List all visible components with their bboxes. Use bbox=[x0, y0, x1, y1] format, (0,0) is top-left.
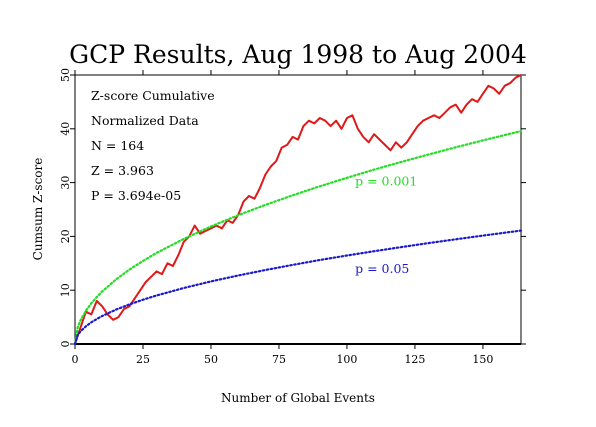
annotation-p-005: p = 0.05 bbox=[355, 261, 409, 276]
y-tick-label: 10 bbox=[59, 283, 72, 297]
x-tick-label: 50 bbox=[204, 353, 218, 366]
y-tick-label: 30 bbox=[59, 176, 72, 190]
x-tick-label: 75 bbox=[272, 353, 286, 366]
stat-line: Z-score Cumulative bbox=[91, 88, 215, 103]
x-tick-label: 0 bbox=[72, 353, 79, 366]
stats-block: Z-score Cumulative Normalized Data N = 164… bbox=[91, 88, 215, 203]
x-tick-label: 100 bbox=[336, 353, 357, 366]
stat-line: Z = 3.963 bbox=[91, 163, 154, 178]
y-tick-label: 40 bbox=[59, 122, 72, 136]
y-tick-label: 0 bbox=[59, 341, 72, 348]
annotation-p-0001: p = 0.001 bbox=[355, 173, 417, 188]
axis-ticks: 0 25 50 75 100 125 150 0 10 20 30 40 50 bbox=[59, 68, 526, 366]
series-lines bbox=[73, 74, 523, 346]
x-tick-label: 25 bbox=[136, 353, 150, 366]
y-tick-label: 20 bbox=[59, 229, 72, 243]
chart-title: GCP Results, Aug 1998 to Aug 2004 bbox=[69, 40, 527, 69]
y-axis-label: Cumsum Z-score bbox=[31, 158, 45, 261]
series-line-2 bbox=[73, 229, 523, 346]
series-line-0 bbox=[74, 74, 522, 345]
y-tick-label: 50 bbox=[59, 68, 72, 82]
x-tick-label: 125 bbox=[404, 353, 425, 366]
stat-line: P = 3.694e-05 bbox=[91, 188, 181, 203]
stat-line: N = 164 bbox=[91, 138, 144, 153]
x-axis-label: Number of Global Events bbox=[221, 391, 375, 405]
stat-line: Normalized Data bbox=[91, 113, 199, 128]
x-tick-label: 150 bbox=[472, 353, 493, 366]
series-line-1 bbox=[73, 130, 523, 346]
